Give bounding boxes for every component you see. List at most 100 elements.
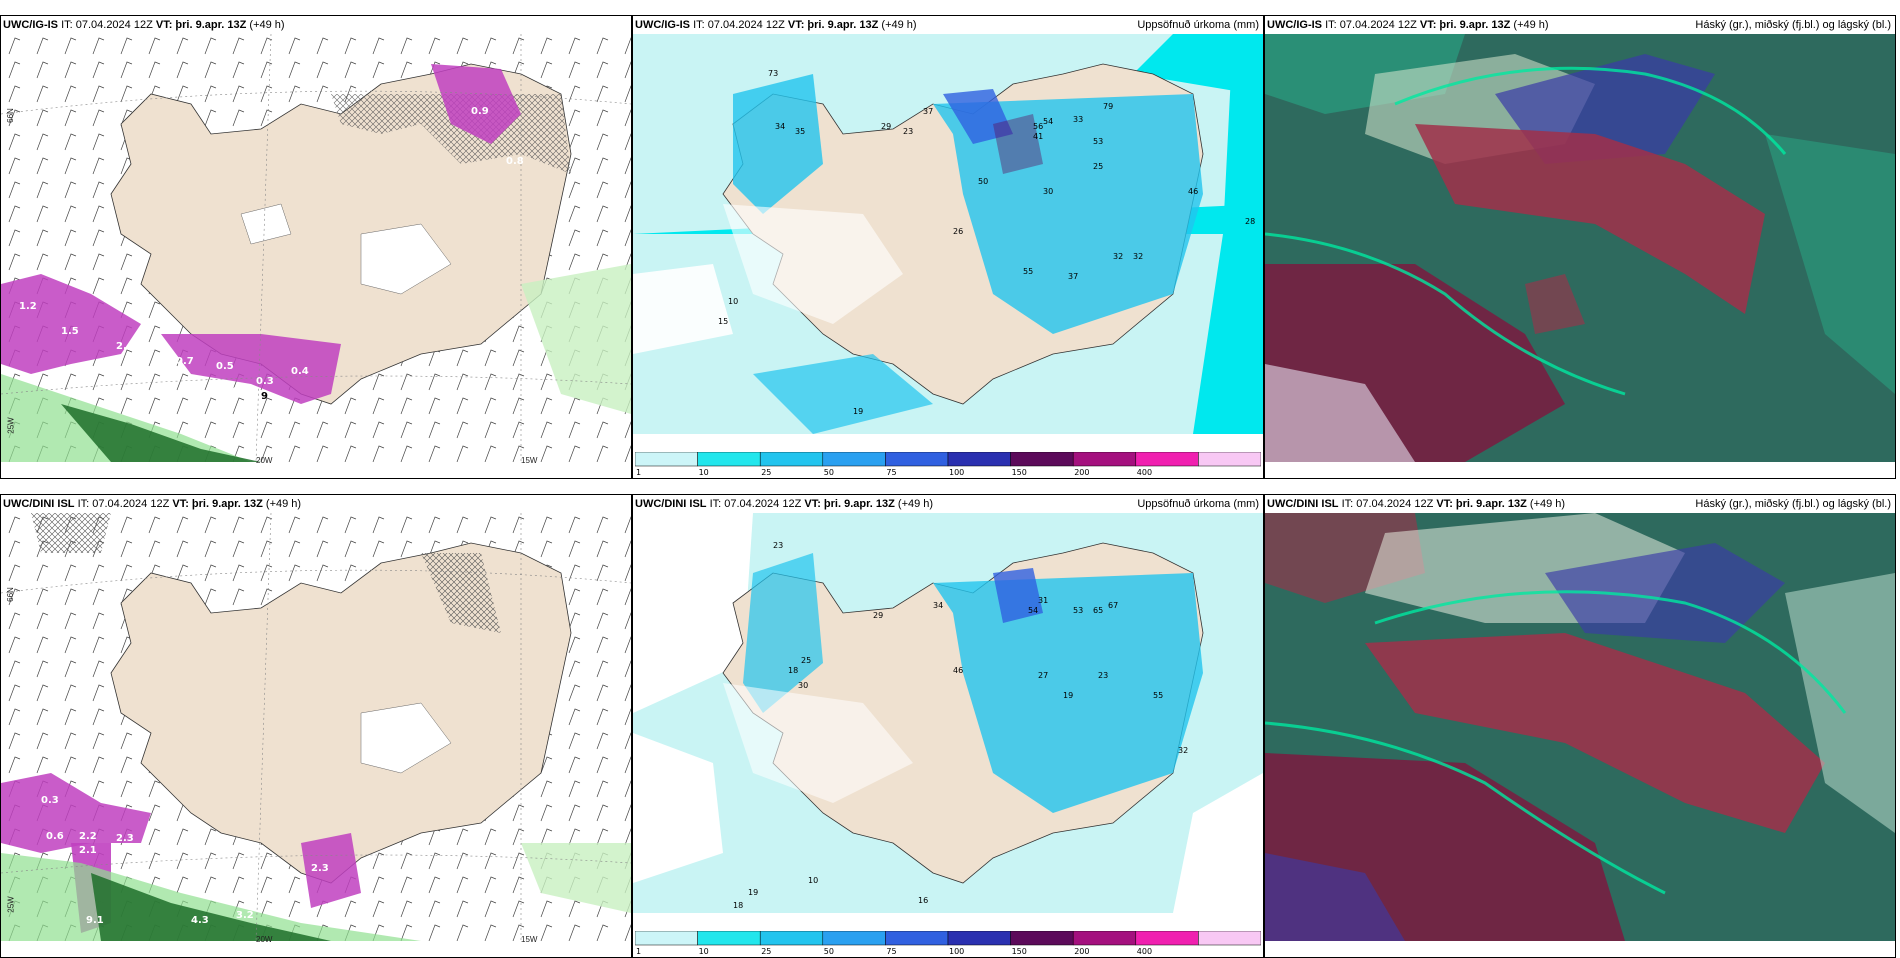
panel-header: UWC/DINI ISL IT: 07.04.2024 12Z VT: þri.… <box>1267 498 1565 510</box>
valid-time: þri. 9.apr. 13Z <box>823 498 895 510</box>
precip-value: 32 <box>1133 252 1143 261</box>
colorbar-swatch <box>759 931 824 946</box>
precip-value: 67 <box>1108 601 1118 610</box>
precip-value: 32 <box>1113 252 1123 261</box>
colorbar-swatch <box>885 452 949 467</box>
init-time: IT: 07.04.2024 12Z <box>1341 498 1434 510</box>
snow-label: 4.3 <box>191 915 209 926</box>
lat-label: 66N <box>5 587 15 602</box>
precip-value: 28 <box>1245 217 1255 226</box>
panel-header: UWC/IG-IS IT: 07.04.2024 12Z VT: þri. 9.… <box>3 19 285 31</box>
colorbar-tick: 75 <box>886 468 896 476</box>
precip-value: 19 <box>748 888 758 897</box>
colorbar-tick: 200 <box>1074 947 1089 955</box>
precip-value: 25 <box>801 656 811 665</box>
lon-label: 15W <box>521 456 538 465</box>
precip-value: 54 <box>1043 117 1053 126</box>
panel-wind-snow-top: UWC/IG-IS IT: 07.04.2024 12Z VT: þri. 9.… <box>0 15 632 479</box>
colorbar-tick: 25 <box>761 947 771 955</box>
snow-label: 0.4 <box>291 366 309 377</box>
snow-label: 0.3 <box>256 376 274 387</box>
snow-label: 0.3 <box>41 795 59 806</box>
snow-label: 3.2 <box>236 910 254 921</box>
colorbar-tick: 200 <box>1074 468 1089 476</box>
colorbar-tick: 50 <box>824 468 834 476</box>
colorbar-swatch <box>759 452 824 467</box>
precip-value: 10 <box>808 876 818 885</box>
snow-label: 1.2 <box>19 301 37 312</box>
precip-value: 10 <box>728 297 738 306</box>
snow-label: 0.5 <box>216 361 234 372</box>
valid-time: þri. 9.apr. 13Z <box>191 498 263 510</box>
colorbar-swatch <box>1010 931 1074 946</box>
init-time: IT: 07.04.2024 12Z <box>693 19 785 31</box>
precip-value: 37 <box>923 107 933 116</box>
valid-label: VT: <box>787 19 805 31</box>
panel-header: UWC/IG-IS IT: 07.04.2024 12Z VT: þri. 9.… <box>635 19 917 31</box>
precip-value: 55 <box>1153 691 1163 700</box>
lon-label: 25W <box>6 896 16 913</box>
precip-colorbar: 1 10 25 50 75 100 150 200 400 <box>635 931 1261 955</box>
colorbar-swatch <box>822 452 886 467</box>
snow-label: 0.6 <box>46 831 64 842</box>
precip-value: 27 <box>1038 671 1048 680</box>
precip-value: 55 <box>1023 267 1033 276</box>
colorbar-swatch <box>635 931 698 946</box>
snow-label: 2.2 <box>79 831 97 842</box>
precip-value: 54 <box>1028 606 1038 615</box>
valid-label: VT: <box>804 498 821 510</box>
precip-map: 73 34 35 29 23 25 37 50 56 54 41 33 79 1… <box>633 34 1263 434</box>
wind-snow-map: 1.2 1.5 2.4 0.7 0.5 0.3 0.4 1.6 0.9 0.8 … <box>1 34 631 462</box>
valid-time: þri. 9.apr. 13Z <box>807 19 879 31</box>
colorbar-tick: 400 <box>1137 947 1152 955</box>
colorbar-tick: 1 <box>636 468 641 476</box>
colorbar-swatch <box>697 452 761 467</box>
lead-time: (+49 h) <box>881 19 917 31</box>
lead-time: (+49 h) <box>265 498 302 510</box>
panel-wind-snow-bottom: UWC/DINI ISL IT: 07.04.2024 12Z VT: þri.… <box>0 494 632 958</box>
precip-value: 79 <box>1103 102 1113 111</box>
valid-label: VT: <box>155 19 173 31</box>
precip-value: 53 <box>1093 137 1103 146</box>
panel-clouds-bottom: UWC/DINI ISL IT: 07.04.2024 12Z VT: þri.… <box>1264 494 1896 958</box>
precip-value: 26 <box>953 227 963 236</box>
colorbar-tick: 100 <box>949 947 964 955</box>
precip-value: 30 <box>1043 187 1053 196</box>
colorbar-tick: 50 <box>824 947 834 955</box>
model-name: UWC/IG-IS <box>635 19 690 31</box>
precip-value: 18 <box>733 901 743 910</box>
snow-label: 1.5 <box>61 326 79 337</box>
precip-value: 18 <box>788 666 798 675</box>
precip-value: 23 <box>773 541 783 550</box>
colorbar-tick: 150 <box>1012 468 1027 476</box>
snow-label: 0.7 <box>176 356 194 367</box>
snow-label: 2.1 <box>79 845 97 856</box>
precip-value: 50 <box>978 177 988 186</box>
precip-value: 23 <box>1098 671 1108 680</box>
snow-label: 0.9 <box>471 106 489 117</box>
precip-value: 35 <box>795 127 805 136</box>
cloud-title: Háský (gr.), miðský (fj.bl.) og lágský (… <box>1695 19 1891 31</box>
colorbar-swatch <box>1198 452 1261 467</box>
lat-label: 66N <box>5 108 15 123</box>
precip-value: 41 <box>1033 132 1043 141</box>
colorbar-tick: 75 <box>886 947 896 955</box>
precip-colorbar: 1 10 25 50 75 100 150 200 400 <box>635 452 1261 476</box>
panel-precip-bottom: UWC/DINI ISL IT: 07.04.2024 12Z VT: þri.… <box>632 494 1264 958</box>
lead-time: (+49 h) <box>1513 19 1549 31</box>
valid-time: þri. 9.apr. 13Z <box>175 19 247 31</box>
colorbar-swatch <box>1072 931 1137 946</box>
precip-value: 15 <box>718 317 728 326</box>
panel-header: UWC/DINI ISL IT: 07.04.2024 12Z VT: þri.… <box>635 498 933 510</box>
snow-label: 9 <box>261 391 268 402</box>
colorbar-tick: 150 <box>1012 947 1027 955</box>
lead-time: (+49 h) <box>249 19 285 31</box>
colorbar-tick: 400 <box>1137 468 1152 476</box>
precip-value: 53 <box>1073 606 1083 615</box>
valid-time: þri. 9.apr. 13Z <box>1439 19 1511 31</box>
precip-value: 19 <box>1063 691 1073 700</box>
precip-value: 37 <box>1068 272 1078 281</box>
lon-label: 20W <box>256 456 273 465</box>
model-name: UWC/DINI ISL <box>1267 498 1339 510</box>
model-name: UWC/DINI ISL <box>635 498 707 510</box>
